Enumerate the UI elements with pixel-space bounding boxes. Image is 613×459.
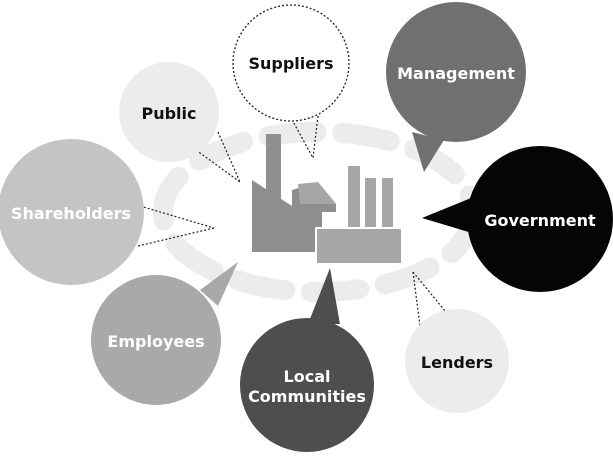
lenders-pointer-2	[412, 271, 447, 313]
government-pointer	[422, 196, 482, 236]
local-communities-label-line2: Communities	[248, 387, 366, 406]
public-pointer	[195, 149, 241, 183]
employees-pointer	[200, 262, 238, 306]
suppliers-bubble	[232, 4, 350, 122]
local-pointer	[308, 268, 340, 324]
government-label: Government	[484, 211, 596, 230]
local-communities-label-line1: Local	[284, 367, 331, 386]
local-communities-bubble	[240, 318, 374, 452]
factory-icon	[252, 134, 403, 265]
employees-label: Employees	[107, 332, 204, 351]
suppliers-label: Suppliers	[248, 54, 333, 73]
lenders-bubble	[405, 309, 509, 413]
management-label: Management	[397, 64, 515, 83]
public-pointer-2	[217, 131, 241, 183]
management-bubble	[386, 2, 526, 142]
suppliers-pointer-2	[312, 115, 319, 159]
management-pointer	[412, 132, 444, 172]
shareholders-pointer	[139, 205, 215, 229]
lenders-pointer	[412, 271, 421, 327]
shareholders-bubble	[0, 139, 144, 285]
employees-bubble	[91, 275, 221, 405]
public-bubble	[119, 62, 219, 162]
shareholders-label: Shareholders	[11, 204, 131, 223]
shareholders-pointer-2	[137, 227, 215, 247]
government-bubble	[467, 146, 613, 292]
bubble-pointers	[137, 115, 482, 327]
public-label: Public	[141, 104, 196, 123]
lenders-label: Lenders	[421, 353, 493, 372]
